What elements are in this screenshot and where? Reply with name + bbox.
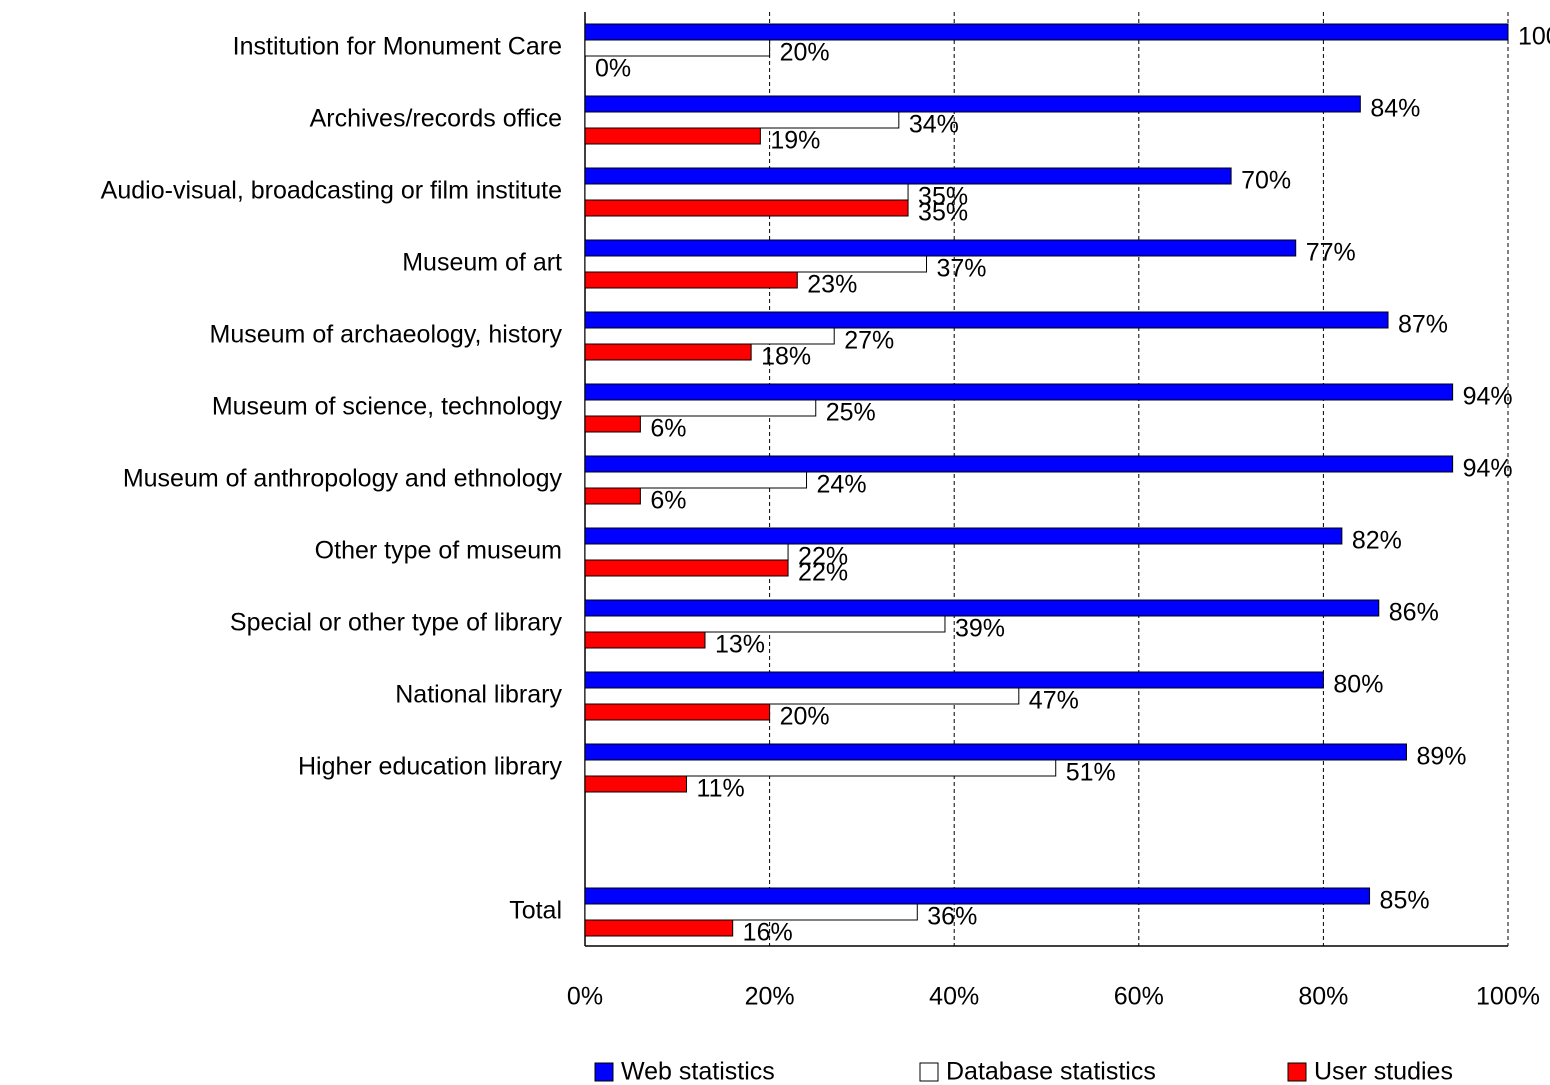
value-label: 39% — [955, 615, 1005, 643]
bar — [584, 111, 900, 129]
bar — [584, 415, 641, 433]
bar — [584, 455, 1454, 473]
value-label: 20% — [780, 703, 830, 731]
bar — [584, 95, 1361, 113]
value-label: 47% — [1029, 687, 1079, 715]
x-tick-label: 20% — [745, 983, 795, 1011]
x-tick-label: 0% — [567, 983, 603, 1011]
value-label: 0% — [595, 55, 631, 83]
value-label: 35% — [918, 199, 968, 227]
legend-swatch — [919, 1062, 939, 1082]
bar — [584, 343, 752, 361]
x-tick-label: 60% — [1114, 983, 1164, 1011]
value-label: 16% — [743, 919, 793, 947]
y-tick-label: Special or other type of library — [230, 609, 563, 637]
bar — [584, 239, 1297, 257]
x-tick-label: 80% — [1298, 983, 1348, 1011]
value-label: 87% — [1398, 311, 1448, 339]
value-label: 13% — [715, 631, 765, 659]
value-label: 36% — [927, 903, 977, 931]
bar — [584, 383, 1454, 401]
bar — [584, 271, 798, 289]
x-tick-label: 40% — [929, 983, 979, 1011]
value-label: 34% — [909, 111, 959, 139]
value-label: 85% — [1380, 887, 1430, 915]
value-label: 22% — [798, 559, 848, 587]
value-label: 37% — [937, 255, 987, 283]
bar — [584, 599, 1380, 617]
value-label: 94% — [1463, 383, 1513, 411]
bar — [584, 559, 789, 577]
bar — [584, 167, 1232, 185]
value-label: 11% — [697, 775, 745, 803]
value-label: 94% — [1463, 455, 1513, 483]
bar — [584, 399, 817, 417]
bar — [584, 631, 706, 649]
value-label: 24% — [817, 471, 867, 499]
bar — [584, 615, 946, 633]
value-label: 82% — [1352, 527, 1402, 555]
value-label: 84% — [1370, 95, 1420, 123]
bar — [584, 39, 771, 57]
value-label: 77% — [1306, 239, 1356, 267]
y-tick-label: Museum of art — [402, 249, 562, 277]
bar — [584, 487, 641, 505]
value-label: 22% — [798, 543, 848, 571]
value-label: 27% — [844, 327, 894, 355]
legend-swatch — [1287, 1062, 1307, 1082]
legend-label: Database statistics — [946, 1058, 1156, 1085]
bar — [584, 543, 789, 561]
value-label: 25% — [826, 399, 876, 427]
legend-label: User studies — [1314, 1058, 1453, 1085]
bar — [584, 471, 808, 489]
value-label: 51% — [1066, 759, 1116, 787]
bar — [584, 311, 1389, 329]
legend-label: Web statistics — [621, 1058, 775, 1085]
bar — [584, 887, 1371, 905]
value-label: 23% — [807, 271, 857, 299]
y-tick-label: Museum of science, technology — [212, 393, 563, 421]
y-tick-label: Institution for Monument Care — [233, 33, 562, 61]
bar — [584, 759, 1057, 777]
bar — [584, 127, 761, 145]
bar — [584, 23, 1509, 41]
y-tick-label: Other type of museum — [315, 537, 562, 565]
bar — [584, 703, 771, 721]
bar — [584, 903, 918, 921]
y-tick-label: Higher education library — [298, 753, 563, 781]
value-label: 35% — [918, 183, 968, 211]
bar — [584, 687, 1020, 705]
x-tick-label: 100% — [1476, 983, 1540, 1011]
value-label: 19% — [770, 127, 820, 155]
value-label: 89% — [1416, 743, 1466, 771]
y-tick-label: Museum of archaeology, history — [210, 321, 563, 349]
y-tick-label: Total — [509, 897, 562, 925]
value-label: 18% — [761, 343, 811, 371]
value-label: 100% — [1518, 23, 1550, 51]
bar — [584, 919, 734, 937]
bar — [584, 743, 1407, 761]
y-tick-label: Archives/records office — [310, 105, 562, 133]
value-label: 70% — [1241, 167, 1291, 195]
bar — [584, 255, 928, 273]
bar — [584, 775, 688, 793]
legend-swatch — [594, 1062, 614, 1082]
value-label: 86% — [1389, 599, 1439, 627]
y-tick-label: National library — [395, 681, 562, 709]
value-label: 20% — [780, 39, 830, 67]
y-tick-label: Audio-visual, broadcasting or film insti… — [101, 177, 562, 205]
bar — [584, 183, 909, 201]
bar — [584, 527, 1343, 545]
value-label: 80% — [1333, 671, 1383, 699]
bar — [584, 671, 1324, 689]
y-tick-label: Museum of anthropology and ethnology — [123, 465, 563, 493]
bar — [584, 199, 909, 217]
value-label: 6% — [650, 415, 686, 443]
bar — [584, 327, 835, 345]
value-label: 6% — [650, 487, 686, 515]
